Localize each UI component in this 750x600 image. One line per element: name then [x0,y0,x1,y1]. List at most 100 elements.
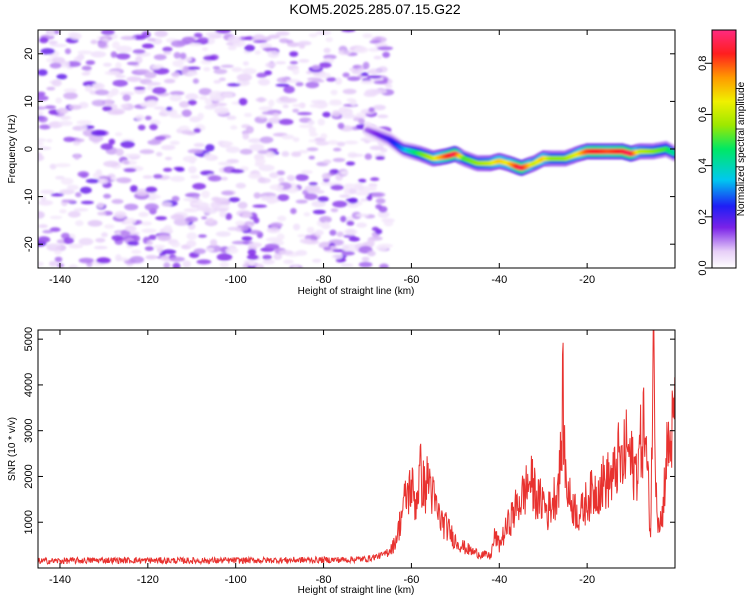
noise-blob [169,140,180,145]
noise-blob [130,185,138,193]
noise-blob [362,33,373,39]
noise-blob [340,215,347,223]
noise-blob [275,61,287,65]
noise-blob [304,185,321,192]
noise-blob [145,255,158,260]
noise-blob [309,103,321,108]
y-tick-label: -10 [23,189,35,205]
noise-blob [161,249,177,255]
noise-blob [169,114,184,119]
noise-blob [272,112,280,118]
noise-blob [266,122,273,129]
noise-blob [312,209,326,215]
noise-blob [38,224,48,229]
noise-blob [213,102,227,107]
noise-blob [298,59,310,63]
noise-blob [347,203,359,208]
spectrogram-y-axis: 20 10 0 -10 -20 [23,48,675,252]
noise-blob [114,211,127,219]
noise-blob [97,211,107,216]
noise-blob [210,239,218,247]
noise-blob [138,211,149,218]
noise-blob [38,95,49,101]
noise-blob [341,251,355,256]
noise-blob [101,232,108,238]
noise-blob [246,126,254,134]
noise-blob [367,250,376,257]
noise-blob [317,118,325,126]
noise-blob [78,237,94,246]
noise-blob [90,39,98,45]
noise-blob [215,30,231,34]
noise-blob [100,143,114,150]
noise-blob [273,253,283,260]
noise-blob [182,65,189,74]
noise-blob [356,222,367,228]
noise-blob [136,69,150,73]
noise-blob [330,208,339,213]
noise-blob [346,220,355,226]
noise-blob [38,261,44,267]
noise-blob [295,199,308,204]
noise-blob [102,106,113,112]
noise-blob [147,38,156,42]
noise-blob [141,31,151,38]
noise-blob [116,177,132,184]
noise-blob [301,170,313,175]
x-tick-label: -120 [137,274,159,286]
noise-blob [262,254,272,260]
noise-blob [91,99,107,107]
noise-blob [38,142,44,146]
ridge-core [670,150,675,156]
noise-blob [338,49,352,56]
noise-blob [345,229,356,236]
noise-blob [170,175,186,182]
noise-blob [152,87,167,95]
noise-blob [297,112,312,116]
noise-blob [149,123,158,131]
noise-blob [343,187,350,195]
noise-blob [123,161,130,165]
noise-blob [375,244,389,251]
noise-blob [281,134,295,140]
noise-blob [185,208,195,213]
noise-blob [154,30,168,38]
noise-blob [326,77,337,82]
noise-blob [163,78,176,84]
noise-blob [383,220,394,227]
noise-blob [162,46,173,52]
noise-blob [123,168,137,173]
noise-blob [314,229,324,236]
noise-blob [38,138,47,143]
x-tick-label: -100 [225,274,247,286]
noise-blob [68,104,82,110]
noise-blob [44,105,57,110]
noise-blob [191,201,203,206]
noise-blob [54,256,63,263]
x-tick-label: -80 [316,274,332,286]
snr-x-axis: -140 -120 -100 -80 -60 -40 -20 [49,330,595,586]
noise-blob [227,45,237,51]
noise-blob [323,246,332,251]
noise-blob [308,33,318,38]
noise-blob [289,61,298,65]
x-tick-label: -120 [137,574,159,586]
noise-blob [346,98,355,103]
noise-blob [147,196,157,201]
x-tick-label: -60 [403,574,419,586]
noise-blob [306,147,319,152]
snr-y-axis: 1000 2000 3000 4000 5000 [23,327,675,534]
noise-blob [58,120,73,126]
noise-blob [292,103,306,108]
noise-blob [94,245,108,250]
noise-blob [95,89,109,96]
noise-blob [173,52,181,59]
noise-blob [219,261,230,268]
noise-blob [56,107,69,115]
noise-blob [112,79,128,87]
noise-blob [135,114,145,121]
noise-blob [311,99,327,104]
noise-blob [228,197,240,203]
noise-blob [213,68,228,75]
